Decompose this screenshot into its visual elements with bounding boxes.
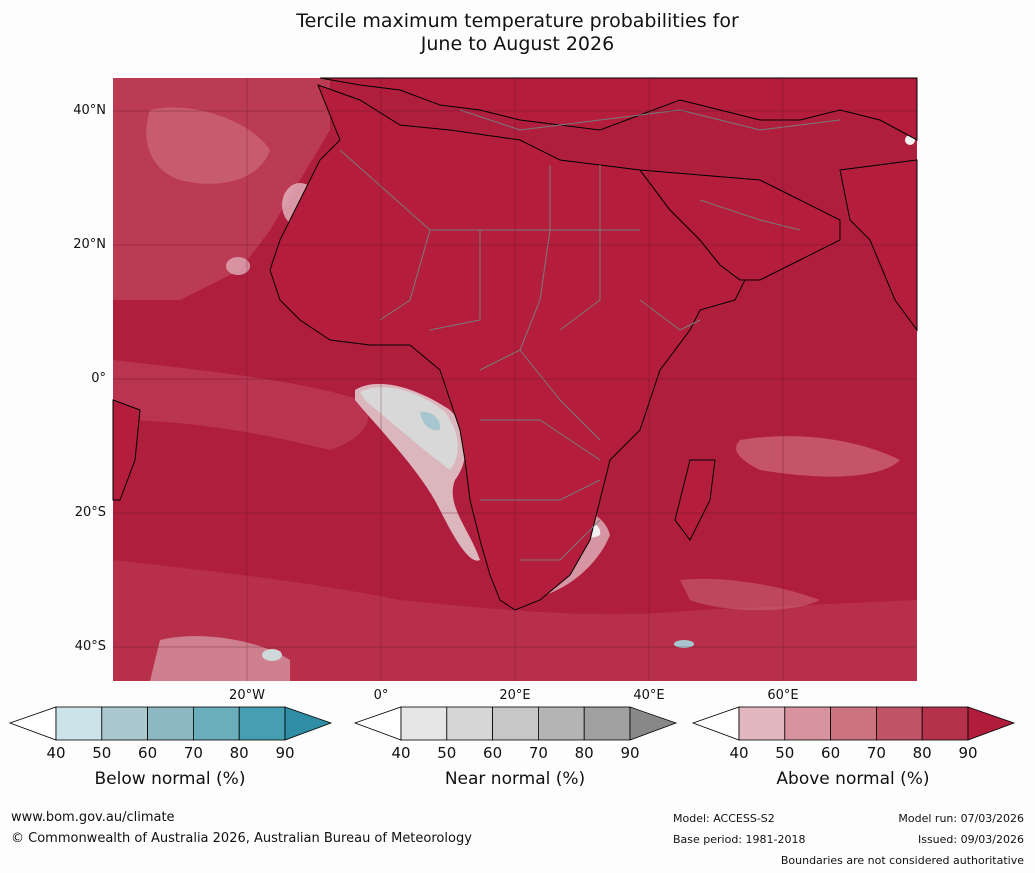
- above-normal-colorbar: [691, 706, 1016, 741]
- near-normal-colorbar: [353, 706, 678, 741]
- country-borders: [339, 109, 841, 561]
- colorbars: [8, 706, 1016, 741]
- title-line-1: Tercile maximum temperature probabilitie…: [296, 10, 739, 32]
- lat-label-20s: 20°S: [74, 505, 106, 520]
- below-normal-tick-40: 40: [46, 744, 66, 762]
- lat-label-20n: 20°N: [73, 237, 106, 252]
- lat-label-40n: 40°N: [73, 103, 106, 118]
- below-normal-colorbar: [8, 706, 333, 741]
- near-normal-tick-80: 80: [574, 744, 594, 762]
- above-normal-bin-80: [921, 706, 969, 741]
- below-normal-bin-70: [192, 706, 240, 741]
- near-normal-bin-40: [400, 706, 448, 741]
- issued-text: Issued: 09/03/2026: [917, 833, 1024, 846]
- below-normal-bin-40: [55, 706, 103, 741]
- near-normal-bin-60: [492, 706, 539, 741]
- base-period-text: Base period: 1981-2018: [673, 833, 806, 846]
- website-link[interactable]: www.bom.gov.au/climate: [11, 810, 175, 825]
- below-normal-tick-80: 80: [229, 744, 249, 762]
- lat-label-40s: 40°S: [74, 639, 106, 654]
- chart-title: Tercile maximum temperature probabilitie…: [0, 10, 1035, 56]
- below-normal-tick-70: 70: [183, 744, 203, 762]
- near-normal-tick-60: 60: [483, 744, 503, 762]
- lon-label-20e: 20°E: [499, 688, 531, 703]
- lon-label-20w: 20°W: [229, 688, 265, 703]
- near-normal-tick-40: 40: [391, 744, 411, 762]
- title-line-2: June to August 2026: [420, 33, 615, 55]
- above-normal-tick-40: 40: [729, 744, 749, 762]
- near-normal-bin-70: [538, 706, 585, 741]
- lon-label-40e: 40°E: [633, 688, 665, 703]
- lon-label-0: 0°: [373, 688, 389, 703]
- near-normal-tick-50: 50: [437, 744, 457, 762]
- above-normal-label: Above normal (%): [776, 769, 930, 789]
- near-normal-extend-low: [353, 706, 402, 741]
- below-normal-bin-50: [101, 706, 149, 741]
- above-normal-extend-high: [967, 706, 1016, 741]
- above-normal-extend-low: [691, 706, 740, 741]
- copyright-text: © Commonwealth of Australia 2026, Austra…: [11, 831, 472, 846]
- above-normal-bin-60: [830, 706, 877, 741]
- model-text: Model: ACCESS-S2: [673, 812, 775, 825]
- above-normal-tick-90: 90: [958, 744, 978, 762]
- above-normal-tick-80: 80: [912, 744, 932, 762]
- above-normal-tick-60: 60: [821, 744, 841, 762]
- near-normal-tick-70: 70: [528, 744, 548, 762]
- below-normal-tick-50: 50: [92, 744, 112, 762]
- ocean-shading: [113, 78, 917, 681]
- above-normal-bin-70: [876, 706, 923, 741]
- below-normal-bin-60: [147, 706, 194, 741]
- above-normal-tick-50: 50: [775, 744, 795, 762]
- below-normal-bin-80: [238, 706, 286, 741]
- model-run-text: Model run: 07/03/2026: [898, 812, 1024, 825]
- near-normal-bin-80: [583, 706, 631, 741]
- disclaimer-text: Boundaries are not considered authoritat…: [780, 854, 1024, 867]
- near-normal-extend-high: [629, 706, 678, 741]
- lon-label-60e: 60°E: [767, 688, 799, 703]
- above-normal-bin-40: [738, 706, 786, 741]
- below-normal-extend-high: [284, 706, 333, 741]
- near-normal-label: Near normal (%): [444, 769, 586, 789]
- below-normal-label: Below normal (%): [94, 769, 246, 789]
- lat-label-0: 0°: [91, 371, 106, 386]
- below-normal-extend-low: [8, 706, 57, 741]
- above-normal-bin-50: [784, 706, 831, 741]
- near-normal-bin-50: [446, 706, 493, 741]
- graticule: [113, 78, 917, 681]
- above-normal-tick-70: 70: [866, 744, 886, 762]
- near-normal-tick-90: 90: [620, 744, 640, 762]
- land-masses: [112, 77, 918, 611]
- below-normal-tick-90: 90: [275, 744, 295, 762]
- below-normal-tick-60: 60: [138, 744, 158, 762]
